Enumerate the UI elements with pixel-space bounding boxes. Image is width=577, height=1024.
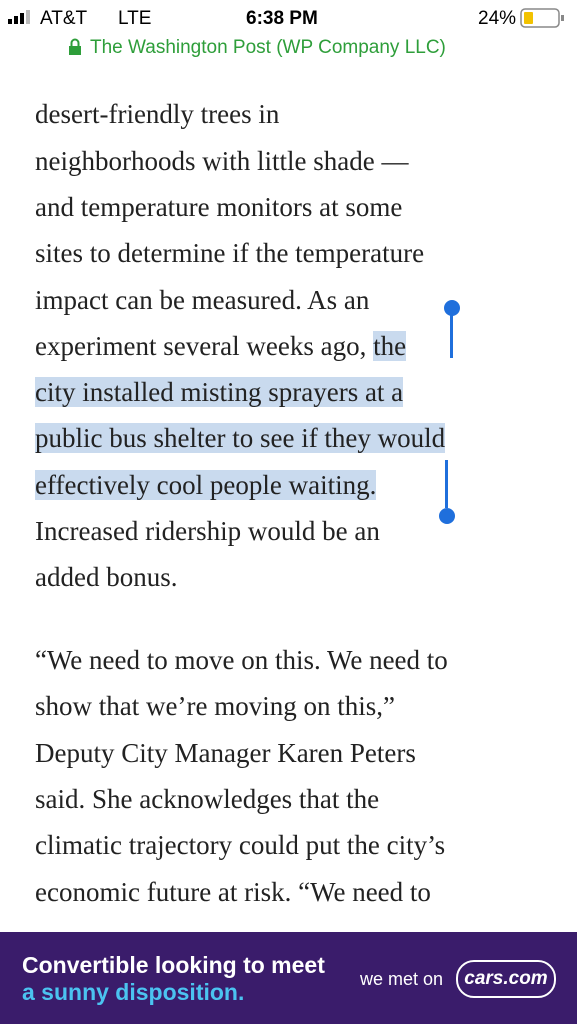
text-line: economic future at risk. “We need to — [35, 869, 431, 915]
text-line: experiment several weeks ago, the — [35, 323, 407, 369]
text: economic future at risk. “We need to — [35, 876, 431, 907]
text: desert-friendly trees in — [35, 99, 280, 130]
text-line: “We need to move on this. We need to — [35, 637, 448, 683]
text: experiment several weeks ago, — [35, 330, 374, 361]
ad-banner[interactable]: Convertible looking to meet a sunny disp… — [0, 932, 577, 1024]
ad-subline: a sunny disposition. — [22, 979, 245, 1005]
text: said. She acknowledges that the — [35, 783, 380, 814]
network: LTE — [118, 8, 152, 29]
text-line: climatic trajectory could put the city’s — [35, 822, 445, 868]
site-identity[interactable]: The Washington Post (WP Company LLC) — [90, 37, 446, 58]
text-line: desert-friendly trees in — [35, 91, 279, 137]
text: impact can be measured. As an — [35, 284, 370, 315]
selected-text: public bus shelter to see if they would — [35, 423, 446, 454]
text: Deputy City Manager Karen Peters — [35, 737, 416, 768]
selection-caret-start — [450, 312, 453, 358]
selection-handle-start[interactable] — [444, 300, 460, 316]
selected-text: city installed misting sprayers at a — [35, 377, 404, 408]
time: 6:38 PM — [246, 8, 318, 29]
text-line: Deputy City Manager Karen Peters — [35, 730, 416, 776]
text-line: added bonus. — [35, 554, 177, 600]
selected-text: effectively cool people waiting. — [35, 469, 377, 500]
text-line: show that we’re moving on this,” — [35, 683, 395, 729]
text: Increased ridership would be an — [35, 516, 380, 546]
battery-icon — [520, 8, 564, 28]
text-line: Increased ridership would be an — [35, 508, 380, 554]
text: neighborhoods with little shade — — [35, 145, 409, 176]
text: show that we’re moving on this,” — [35, 691, 395, 722]
ad-brand-logo: cars.com — [456, 960, 556, 998]
text: sites to determine if the temperature — [35, 238, 425, 269]
selection-handle-end[interactable] — [439, 508, 455, 524]
text-line: effectively cool people waiting. — [35, 462, 377, 508]
lock-icon — [69, 38, 81, 55]
text-line: and temperature monitors at some — [35, 184, 402, 230]
text: and temperature monitors at some — [35, 191, 403, 222]
carrier: AT&T — [40, 8, 88, 29]
text: added bonus. — [35, 562, 178, 593]
text: “We need to move on this. We need to — [35, 645, 448, 675]
ad-tagline: we met on — [360, 969, 444, 989]
text-line: sites to determine if the temperature — [35, 230, 424, 276]
status-bar: AT&T LTE 6:38 PM 24% The Washington Post… — [0, 0, 577, 88]
selection-caret-end — [445, 460, 448, 508]
text: climatic trajectory could put the city’s — [35, 830, 446, 861]
text-line: impact can be measured. As an — [35, 277, 369, 323]
text-line: neighborhoods with little shade — — [35, 138, 408, 184]
article: plan that has helped to plant 300desert-… — [35, 53, 448, 915]
battery-level: 24% — [478, 8, 517, 29]
selected-text: the — [373, 330, 407, 361]
ad-headline: Convertible looking to meet — [22, 952, 325, 978]
text-line: public bus shelter to see if they would — [35, 415, 446, 461]
text-line: said. She acknowledges that the — [35, 776, 379, 822]
signal-icon — [8, 10, 30, 24]
text-line: city installed misting sprayers at a — [35, 369, 404, 415]
